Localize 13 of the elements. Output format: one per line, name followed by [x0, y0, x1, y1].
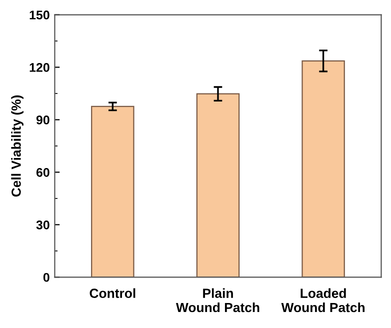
y-tick-label: 120 [30, 63, 50, 72]
x-tick-label: Control [90, 288, 136, 298]
y-tick-label: 60 [36, 168, 50, 177]
y-tick-label: 150 [30, 10, 50, 20]
x-tick-label: Loaded Wound Patch [281, 288, 365, 312]
bar [91, 106, 134, 278]
y-axis-title: Cell Viability (%) [11, 95, 24, 197]
bar [196, 93, 240, 278]
y-tick-label: 30 [36, 220, 50, 230]
x-tick-label: Plain Wound Patch [176, 288, 260, 312]
y-tick-label: 90 [36, 116, 50, 124]
y-tick-label: 0 [43, 272, 50, 282]
bar [302, 60, 345, 278]
